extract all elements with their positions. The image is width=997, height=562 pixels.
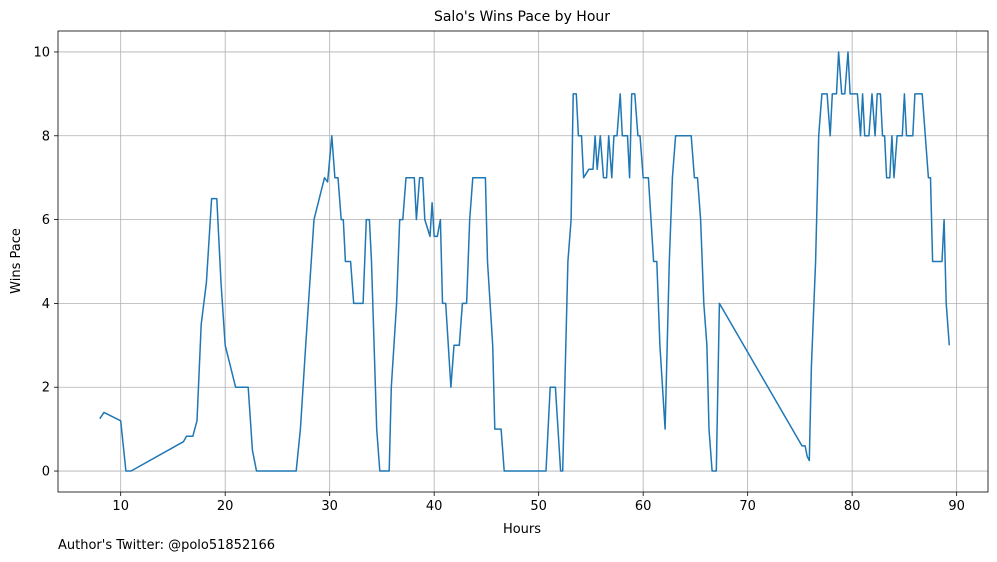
y-tick-label: 10 <box>33 45 50 60</box>
y-tick-label: 2 <box>42 381 50 396</box>
x-tick-label: 60 <box>635 499 652 514</box>
chart-title: Salo's Wins Pace by Hour <box>434 9 610 25</box>
x-tick-label: 50 <box>530 499 547 514</box>
y-tick-label: 0 <box>42 465 50 480</box>
axis-ticks: 10 20 30 40 50 60 70 80 90 0 2 4 6 8 10 <box>33 45 964 514</box>
x-tick-label: 70 <box>739 499 756 514</box>
x-tick-label: 30 <box>321 499 338 514</box>
y-tick-label: 4 <box>42 297 50 312</box>
x-tick-label: 80 <box>844 499 861 514</box>
y-tick-label: 8 <box>42 129 50 144</box>
x-tick-label: 20 <box>217 499 234 514</box>
author-credit: Author's Twitter: @polo51852166 <box>58 538 276 553</box>
wins-pace-line <box>99 51 951 472</box>
grid-lines <box>58 31 988 492</box>
plot-area-frame <box>57 30 989 493</box>
x-tick-label: 10 <box>112 499 129 514</box>
x-axis-label: Hours <box>503 522 541 537</box>
x-tick-label: 40 <box>426 499 443 514</box>
x-tick-label: 90 <box>948 499 965 514</box>
y-axis-label: Wins Pace <box>9 228 24 294</box>
y-tick-label: 6 <box>42 213 50 228</box>
